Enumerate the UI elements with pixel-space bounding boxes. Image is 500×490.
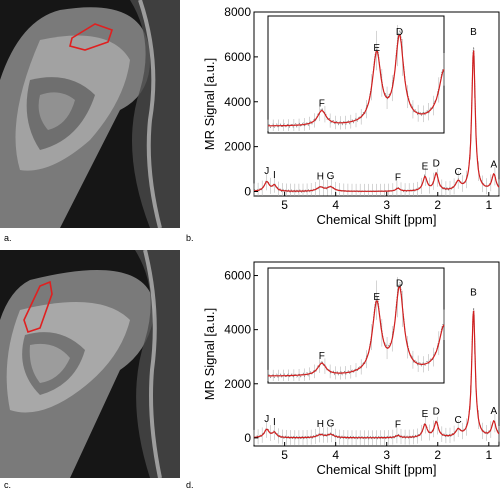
peak-label-d: D: [433, 407, 440, 418]
mri-image-a: [0, 0, 180, 228]
peak-label-c: C: [455, 167, 462, 178]
inset-peak-label-f: F: [319, 351, 325, 362]
y-tick-label: 8000: [224, 5, 251, 19]
y-axis-label: MR Signal [a.u.]: [202, 58, 217, 151]
peak-label-f: F: [395, 420, 401, 431]
peak-label-g: G: [327, 419, 335, 430]
inset-peak-label-e: E: [373, 292, 380, 303]
spectrum-chart-d: 5 4 3 2 1 0 2000 4000 6000 Chemical Shift [ppm] MR…: [186, 250, 500, 489]
peak-label-d: D: [433, 158, 440, 169]
peak-label-b: B: [470, 287, 477, 298]
peak-label-e: E: [422, 162, 429, 173]
y-tick-label: 4000: [224, 323, 251, 337]
y-tick-label: 2000: [224, 377, 251, 391]
x-tick-label: 1: [485, 448, 492, 462]
peak-label-i: I: [273, 417, 276, 428]
mri-image-c: [0, 250, 180, 478]
peak-label-h: H: [317, 419, 324, 430]
x-tick-label: 4: [332, 198, 339, 212]
y-tick-label: 4000: [224, 95, 251, 109]
peak-label-a: A: [491, 159, 498, 170]
inset-fit-curve: [268, 34, 445, 127]
peak-label-i: I: [273, 170, 276, 181]
y-tick-label: 2000: [224, 140, 251, 154]
y-tick-label: 6000: [224, 50, 251, 64]
x-tick-label: 3: [383, 448, 390, 462]
x-tick-label: 2: [434, 448, 441, 462]
roi-outline: [69, 23, 114, 51]
panel-label-c: c.: [4, 480, 12, 490]
roi-outline: [23, 280, 53, 334]
y-axis-label: MR Signal [a.u.]: [202, 308, 217, 401]
x-tick-label: 5: [281, 448, 288, 462]
peak-label-f: F: [395, 173, 401, 184]
inset-peak-label-f: F: [319, 98, 325, 109]
inset-fit-curve: [268, 286, 445, 377]
plot-frame: [253, 261, 500, 447]
y-tick-label: 0: [244, 185, 251, 199]
x-tick-label: 2: [434, 198, 441, 212]
peak-label-b: B: [470, 27, 477, 38]
x-tick-label: 5: [281, 198, 288, 212]
inset-data-trace: [267, 30, 445, 129]
x-axis-label: Chemical Shift [ppm]: [317, 462, 437, 477]
x-axis-label: Chemical Shift [ppm]: [317, 212, 437, 227]
inset-peak-label-e: E: [373, 43, 380, 54]
fit-curve: [254, 310, 500, 439]
peak-label-g: G: [327, 171, 335, 182]
peak-label-c: C: [455, 415, 462, 426]
x-tick-label: 1: [485, 198, 492, 212]
fit-curve: [253, 50, 500, 192]
inset-peak-label-d: D: [396, 27, 403, 38]
panel-label-b: b.: [186, 233, 194, 243]
peak-label-h: H: [317, 171, 324, 182]
y-tick-label: 0: [244, 431, 251, 445]
peak-label-a: A: [491, 406, 498, 417]
x-tick-label: 3: [383, 198, 390, 212]
spectrum-chart-b: 5 4 3 2 1 0 2000 4000 6000 8000 Chemical Shift [pp…: [186, 0, 500, 248]
inset-peak-label-d: D: [396, 279, 403, 290]
x-tick-label: 4: [332, 448, 339, 462]
peak-label-j: J: [264, 166, 269, 177]
panel-label-d: d.: [186, 480, 194, 490]
peak-label-j: J: [264, 414, 269, 425]
y-tick-label: 6000: [224, 269, 251, 283]
peak-label-e: E: [422, 409, 429, 420]
panel-label-a: a.: [4, 233, 12, 243]
